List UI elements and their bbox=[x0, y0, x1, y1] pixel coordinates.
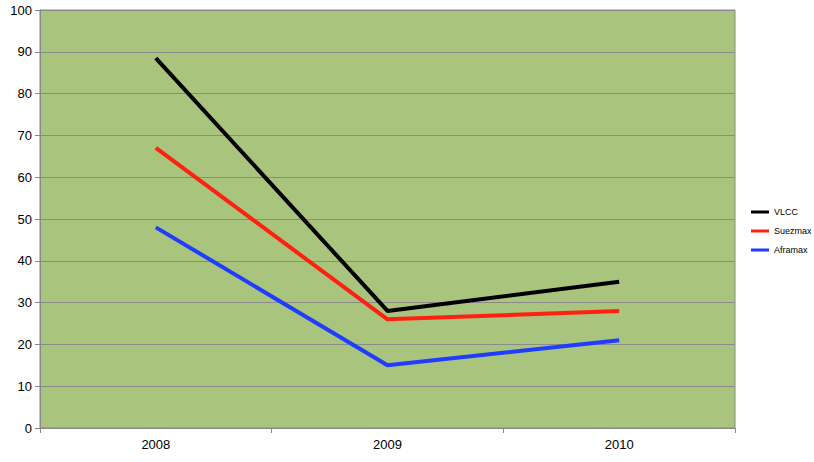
svg-text:50: 50 bbox=[18, 212, 32, 227]
svg-text:2010: 2010 bbox=[605, 437, 634, 452]
svg-text:100: 100 bbox=[10, 3, 32, 18]
svg-text:30: 30 bbox=[18, 295, 32, 310]
svg-text:Suezmax: Suezmax bbox=[774, 226, 812, 236]
svg-text:20: 20 bbox=[18, 337, 32, 352]
svg-text:40: 40 bbox=[18, 253, 32, 268]
svg-text:VLCC: VLCC bbox=[774, 207, 799, 217]
svg-text:80: 80 bbox=[18, 86, 32, 101]
svg-text:0: 0 bbox=[25, 421, 32, 436]
svg-text:2009: 2009 bbox=[373, 437, 402, 452]
svg-text:Aframax: Aframax bbox=[774, 245, 808, 255]
svg-text:70: 70 bbox=[18, 128, 32, 143]
svg-text:10: 10 bbox=[18, 379, 32, 394]
svg-text:2008: 2008 bbox=[141, 437, 170, 452]
svg-text:90: 90 bbox=[18, 44, 32, 59]
svg-text:60: 60 bbox=[18, 170, 32, 185]
